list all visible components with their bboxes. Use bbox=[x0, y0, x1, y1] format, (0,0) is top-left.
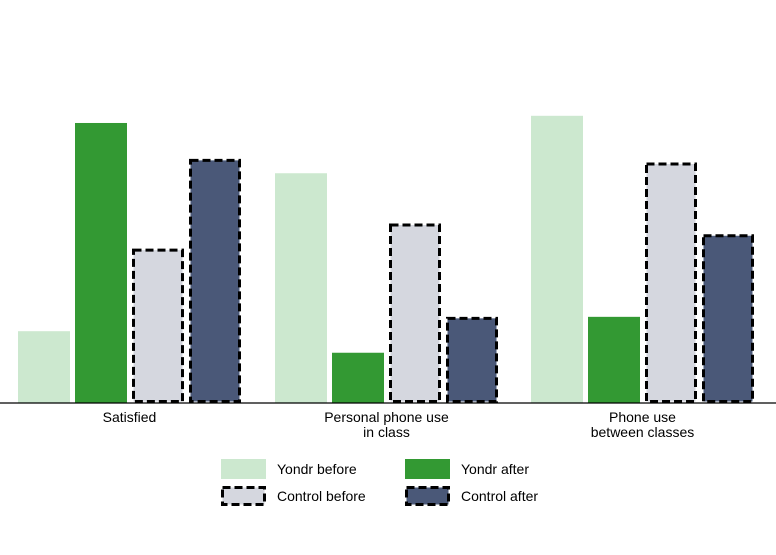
bar-yondr-before-phone-use-between-classes bbox=[531, 115, 583, 404]
legend: Yondr before Yondr after Control before Con… bbox=[221, 459, 538, 506]
legend-swatch-yondr-before bbox=[221, 459, 266, 479]
bars-layer bbox=[18, 115, 754, 404]
bar-control-before-phone-use-between-classes bbox=[645, 162, 697, 403]
bar-yondr-before-satisfied bbox=[18, 331, 70, 403]
legend-item-control-before: Control before bbox=[221, 486, 366, 506]
legend-swatch-control-before bbox=[221, 486, 266, 506]
bar-yondr-after-phone-use-between-classes bbox=[588, 316, 640, 403]
category-label-satisfied: Satisfied bbox=[103, 409, 157, 425]
category-label-in-class: in class bbox=[363, 424, 410, 440]
bar-yondr-after-personal-phone-use-in-class bbox=[332, 352, 384, 403]
bar-yondr-before-personal-phone-use-in-class bbox=[275, 173, 327, 403]
category-label-personal-phone-use: Personal phone use bbox=[324, 409, 449, 425]
legend-swatch-control-after bbox=[405, 486, 450, 506]
legend-swatch-yondr-after bbox=[405, 459, 450, 479]
legend-item-yondr-after: Yondr after bbox=[405, 459, 529, 479]
category-label-phone-use: Phone use bbox=[609, 409, 676, 425]
bar-control-before-satisfied bbox=[132, 248, 184, 403]
legend-item-yondr-before: Yondr before bbox=[221, 459, 357, 479]
bar-yondr-after-satisfied bbox=[75, 122, 127, 403]
category-label-between-classes: between classes bbox=[591, 424, 695, 440]
bar-control-before-personal-phone-use-in-class bbox=[389, 223, 441, 403]
legend-label-control-after: Control after bbox=[461, 488, 538, 504]
legend-label-yondr-before: Yondr before bbox=[277, 461, 357, 477]
legend-label-control-before: Control before bbox=[277, 488, 366, 504]
legend-item-control-after: Control after bbox=[405, 486, 538, 506]
bar-control-after-satisfied bbox=[189, 158, 241, 403]
bar-control-after-personal-phone-use-in-class bbox=[446, 316, 498, 403]
bar-control-after-phone-use-between-classes bbox=[702, 234, 754, 403]
legend-label-yondr-after: Yondr after bbox=[461, 461, 529, 477]
